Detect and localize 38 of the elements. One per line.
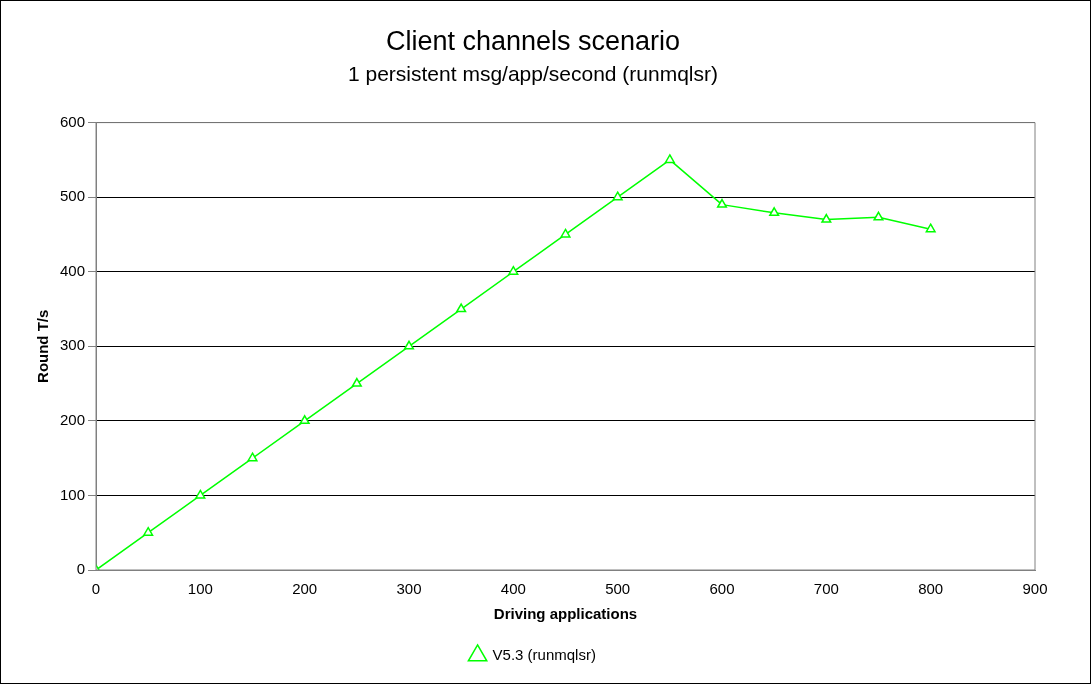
y-axis-title: Round T/s — [34, 309, 52, 383]
x-tick-label: 600 — [709, 580, 735, 598]
point — [456, 303, 467, 313]
point — [247, 452, 258, 462]
point — [612, 191, 623, 201]
x-tick-label: 300 — [396, 580, 422, 598]
y-tick-label: 100 — [60, 485, 86, 503]
chart-title: Client channels scenario — [385, 25, 681, 56]
legend-label: V5.3 (runmqlsr) — [492, 645, 596, 663]
point — [769, 207, 780, 217]
point — [508, 265, 519, 275]
y-tick-label: 500 — [60, 187, 86, 205]
x-tick-label: 500 — [605, 580, 631, 598]
point — [716, 198, 728, 208]
point — [821, 213, 832, 223]
y-tick-label: 300 — [60, 336, 86, 354]
point — [925, 223, 936, 233]
y-tick-label: 400 — [60, 261, 86, 279]
point — [351, 377, 362, 387]
x-axis-title: Driving applications — [493, 605, 638, 623]
x-tick-label: 200 — [292, 580, 318, 598]
point — [873, 211, 884, 221]
x-tick-label: 700 — [813, 580, 839, 598]
point — [560, 228, 571, 238]
point — [143, 526, 154, 536]
point — [299, 415, 310, 425]
chart-subtitle: 1 persistent msg/app/second (runmqlsr) — [348, 61, 718, 85]
point — [664, 154, 675, 164]
point — [195, 489, 206, 499]
point — [403, 340, 415, 350]
x-tick-label: 800 — [918, 580, 944, 598]
y-tick-label: 200 — [60, 411, 86, 429]
y-tick-label: 0 — [76, 560, 86, 578]
x-tick-label: 100 — [187, 580, 213, 598]
x-tick-label: 0 — [91, 580, 101, 598]
x-tick-label: 900 — [1022, 580, 1048, 598]
x-tick-label: 400 — [500, 580, 526, 598]
y-tick-label: 600 — [60, 112, 86, 130]
